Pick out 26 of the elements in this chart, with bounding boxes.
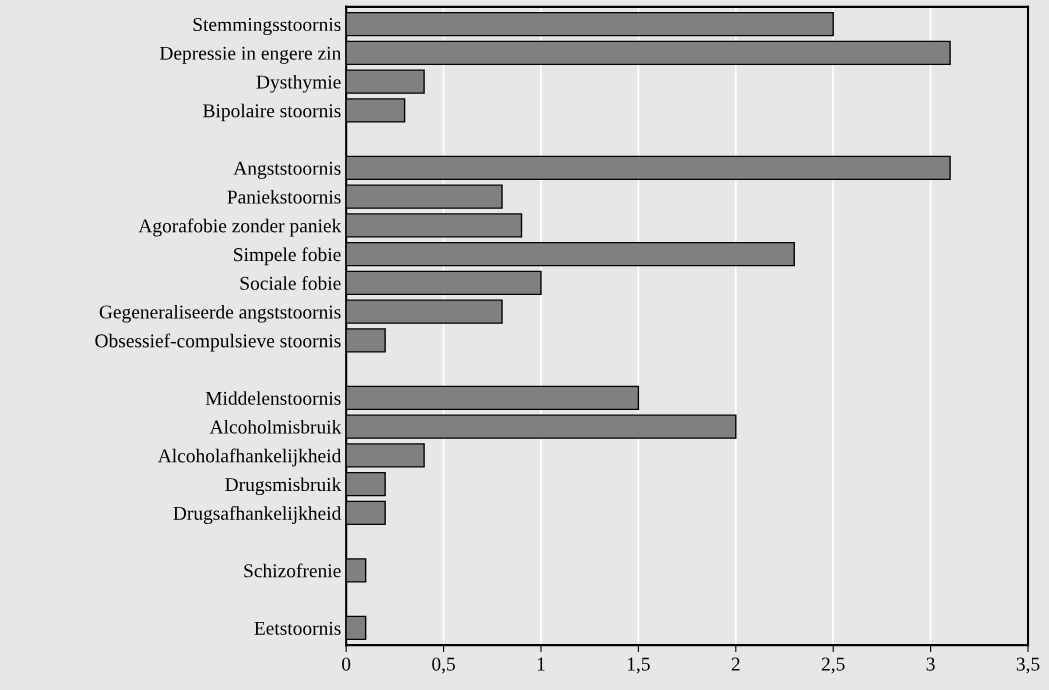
y-tick-label: Simpele fobie <box>234 247 341 266</box>
x-tick-label: 1 <box>537 657 545 671</box>
y-tick-label: Schizofrenie <box>244 563 341 578</box>
x-tick-label: 2 <box>731 657 740 671</box>
y-tick-label: Drugsafhankelijkheid <box>173 506 342 524</box>
y-tick-label: Obsessief-compulsieve stoornis <box>95 333 341 352</box>
y-tick-label: Alcoholmisbruik <box>209 419 342 434</box>
y-tick-label: Gegeneraliseerde angststoornis <box>99 304 341 323</box>
x-tick-label: 0 <box>342 657 351 671</box>
y-tick-label: Dysthymie <box>256 74 341 93</box>
y-tick-label: Agorafobie zonder paniek <box>138 218 342 237</box>
y-tick-label: Middelenstoornis <box>205 391 341 405</box>
x-tick-label: 1,5 <box>627 657 650 674</box>
x-tick-label: 3,5 <box>1016 657 1040 674</box>
y-tick-label: Drugsmisbruik <box>225 477 342 496</box>
x-tick-label: 0,5 <box>432 657 455 674</box>
y-tick-label: Stemmingsstoornis <box>193 17 341 36</box>
x-tick-label: 3 <box>926 657 935 671</box>
y-tick-label: Paniekstoornis <box>227 189 341 204</box>
y-tick-label: Bipolaire stoornis <box>203 103 341 122</box>
y-tick-label: Alcoholafhankelijkheid <box>157 448 342 467</box>
x-tick-label: 2,5 <box>821 657 845 674</box>
y-tick-label: Angststoornis <box>233 161 341 179</box>
y-tick-label: Eetstoornis <box>254 621 341 635</box>
y-tick-label: Depressie in engere zin <box>159 46 342 64</box>
y-tick-label: Sociale fobie <box>240 275 341 290</box>
